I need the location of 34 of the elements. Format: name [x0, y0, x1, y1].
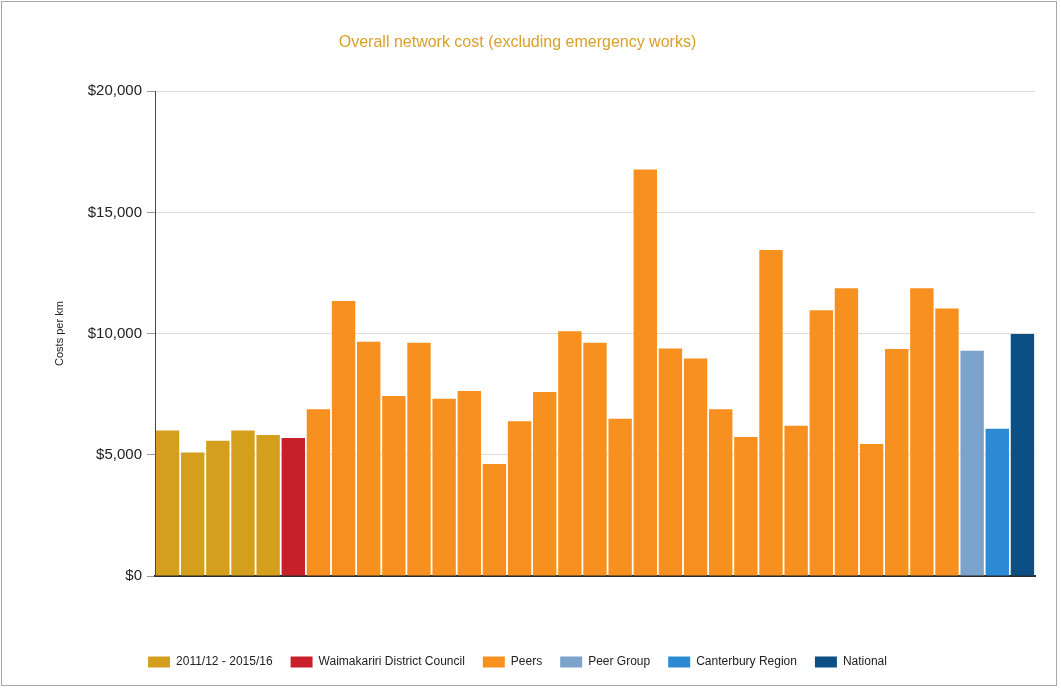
legend-label: National: [842, 654, 887, 669]
bar: [1010, 334, 1035, 576]
bar: [281, 438, 305, 576]
y-tick-label: $15,000: [87, 202, 142, 220]
y-tick-label: $0: [125, 566, 142, 584]
bar: [809, 310, 833, 576]
bar: [457, 391, 481, 576]
bar: [155, 430, 180, 576]
bar: [633, 169, 657, 576]
legend-label: Waimakariri District Council: [318, 654, 465, 669]
chart-title: Overall network cost (excluding emergency works): [338, 33, 697, 51]
bar: [482, 464, 507, 576]
bar: [834, 288, 859, 576]
y-tick-label: $20,000: [87, 81, 142, 99]
bar: [331, 301, 356, 576]
legend-label: 2011/12 - 2015/16: [176, 654, 273, 669]
y-axis-title: Costs per km: [52, 301, 65, 366]
bar: [533, 392, 557, 576]
bar: [960, 350, 984, 576]
bar: [181, 452, 205, 576]
bar: [683, 358, 708, 576]
bar: [859, 443, 884, 576]
bar: [658, 348, 683, 576]
bar: [985, 428, 1009, 576]
legend-label: Peers: [510, 654, 543, 669]
legend-label: Canterbury Region: [696, 654, 797, 669]
y-tick-label: $10,000: [87, 323, 142, 341]
bar: [885, 349, 909, 576]
bar: [709, 409, 733, 576]
legend-label: Peer Group: [588, 654, 651, 669]
bar: [507, 421, 532, 576]
bar: [306, 409, 331, 576]
bar: [357, 341, 381, 576]
y-tick-label: $5,000: [96, 444, 142, 462]
